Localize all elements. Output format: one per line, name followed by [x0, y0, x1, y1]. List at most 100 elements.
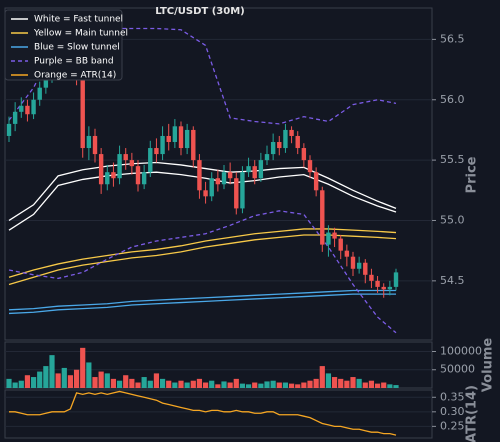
volume-bar: [252, 382, 258, 388]
candle-body: [98, 154, 104, 185]
legend-label: Orange = ATR(14): [34, 71, 116, 81]
candle-body: [375, 280, 380, 287]
candle-body: [37, 87, 42, 100]
volume-bar: [362, 382, 368, 388]
grid: 54.5 55.0 55.5 56.0 56.5 50000 100000 0.250.30 0…: [5, 32, 482, 432]
candle-body: [111, 172, 116, 179]
volume-bar: [86, 362, 92, 388]
volume-bar: [98, 371, 104, 388]
volume-bar: [350, 377, 356, 388]
legend-box: [4, 9, 123, 81]
band-line: [8, 228, 397, 278]
volume-bar: [307, 380, 313, 388]
volume-bar: [374, 383, 381, 388]
volume-bar: [123, 375, 129, 388]
volume-bar: [295, 384, 301, 388]
candle-body: [381, 286, 386, 290]
volume-bar: [92, 377, 98, 388]
volume-bar: [319, 366, 325, 388]
candle-body: [283, 129, 288, 149]
candle-body: [264, 154, 270, 161]
candle-body: [227, 172, 233, 179]
candle-body: [191, 129, 196, 161]
volume-bar: [24, 375, 31, 388]
candle-body: [209, 178, 214, 197]
band-line: [8, 171, 397, 231]
atr-line: [9, 390, 397, 436]
volume-bar: [159, 378, 166, 388]
legend-label: Purple = BB band: [34, 57, 114, 67]
candle-body: [178, 126, 184, 149]
candle-body: [86, 135, 92, 149]
y-tick-label: 50000: [440, 363, 475, 376]
y-tick-label: 56.5: [440, 32, 465, 45]
volume-bar: [67, 375, 74, 388]
candle-body: [215, 178, 221, 185]
candle-body: [320, 190, 325, 245]
candle-body: [393, 272, 399, 287]
volume-axis-label: Volume: [481, 338, 496, 393]
legend-label: Blue = Slow tunnel: [34, 43, 120, 53]
legend: White = Fast tunnel Yellow = Main tunnel B…: [4, 9, 128, 81]
volume-bar: [288, 383, 295, 388]
candle-body: [295, 135, 300, 149]
atr-axis-label: ATR(14): [465, 385, 480, 442]
band-line: [8, 161, 397, 222]
band-line: [8, 210, 397, 334]
candle-body: [31, 99, 36, 115]
volume-bar: [215, 384, 221, 388]
volume-bar: [141, 377, 147, 388]
volume-bar: [196, 378, 203, 388]
candle-body: [92, 135, 98, 155]
volume-bar: [49, 355, 55, 388]
candle-body: [123, 154, 128, 161]
volume-bar: [43, 366, 49, 388]
candle-body: [270, 142, 276, 155]
volume-bar: [190, 380, 196, 388]
volume-bar: [356, 378, 362, 388]
y-tick-label: 55.5: [440, 153, 465, 166]
y-tick-label: 0.25: [440, 419, 465, 432]
volume-bar: [331, 377, 338, 388]
volume-bar: [209, 380, 215, 388]
legend-label: Yellow = Main tunnel: [33, 29, 128, 39]
y-tick-label: 55.0: [440, 213, 465, 226]
candle-body: [129, 160, 135, 167]
candle-body: [105, 172, 110, 185]
y-tick-label: 0.35: [440, 390, 465, 403]
volume-bar: [12, 382, 18, 388]
candle-body: [166, 135, 171, 143]
band-line: [8, 289, 396, 311]
candle-body: [344, 250, 350, 257]
volume-bar: [313, 378, 319, 388]
candle-body: [307, 160, 313, 173]
candle-body: [240, 172, 245, 209]
volume-bar: [245, 384, 252, 388]
volume-bar: [264, 381, 270, 388]
volume-bar: [393, 385, 399, 388]
y-tick-label: 0.30: [440, 405, 465, 418]
candle-body: [6, 123, 12, 136]
volume-bar: [202, 382, 209, 388]
candle-body: [258, 160, 264, 179]
volume-bar: [135, 382, 141, 388]
band-line: [8, 293, 396, 315]
volume-bar: [55, 373, 61, 388]
volume-bar: [73, 369, 80, 388]
volume-bar: [172, 382, 178, 388]
volume-bar: [184, 382, 190, 388]
volume-bar: [18, 380, 24, 388]
candle-body: [301, 148, 307, 161]
candle-body: [197, 160, 202, 191]
volume-bar: [381, 382, 387, 388]
volume-bar: [37, 371, 43, 388]
candle-body: [43, 75, 49, 88]
volume-bar: [301, 382, 307, 388]
volume-bar: [221, 381, 227, 388]
volume-bar: [166, 380, 172, 388]
volume-bar: [104, 373, 110, 388]
candle-body: [221, 172, 227, 185]
volume-bar: [282, 382, 289, 388]
